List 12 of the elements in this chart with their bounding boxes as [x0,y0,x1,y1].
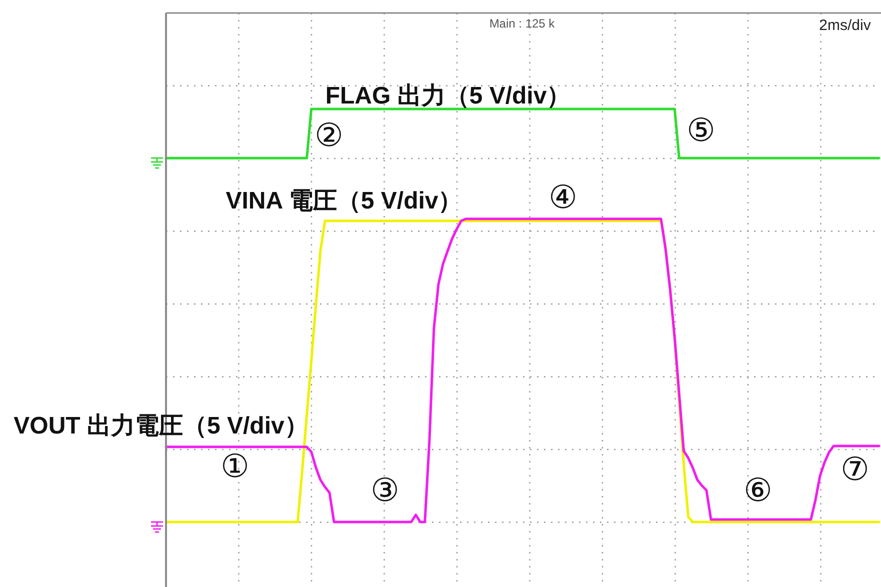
annotation: ④ [548,179,578,216]
text: Main : 125 k [489,16,555,31]
annotation: ⑤ [686,112,716,148]
annotation: ② [314,117,344,154]
series-label: VOUT 出力電圧（5 V/div） [14,412,308,440]
text: 2ms/div [819,17,871,34]
annotation: ① [220,448,250,484]
series-label: FLAG 出力（5 V/div） [325,82,571,110]
annotation: ⑦ [840,451,870,488]
series-label: VINA 電圧（5 V/div） [226,187,462,214]
annotation: ⑥ [744,472,772,508]
annotation: ③ [370,472,400,508]
